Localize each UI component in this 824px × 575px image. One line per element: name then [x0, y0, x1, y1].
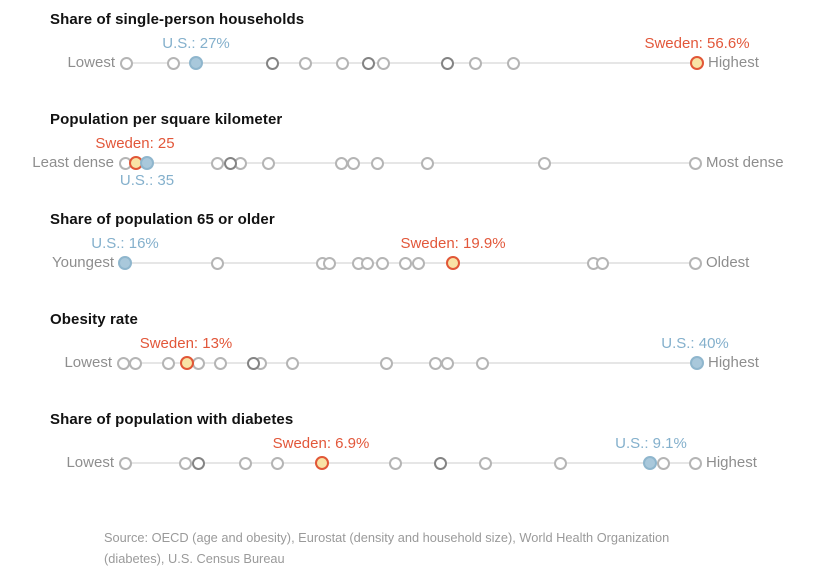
dot-country	[322, 256, 336, 270]
dot-country	[379, 356, 393, 370]
dot-sweden	[690, 56, 704, 70]
dot-country	[420, 156, 434, 170]
dot-country	[361, 56, 375, 70]
dot-country	[440, 356, 454, 370]
scale-label-right-0: Highest	[708, 54, 759, 71]
dot-country	[478, 456, 492, 470]
row-title-1: Population per square kilometer	[50, 111, 283, 128]
scale-label-left-2: Youngest	[51, 254, 114, 271]
dot-country	[161, 356, 175, 370]
dot-sweden	[315, 456, 329, 470]
scale-label-right-2: Oldest	[706, 254, 750, 271]
dot-sweden	[180, 356, 194, 370]
dot-us	[140, 156, 154, 170]
dot-country	[688, 156, 702, 170]
scale-label-right-1: Most dense	[706, 154, 784, 171]
dot-country	[468, 56, 482, 70]
dot-country	[213, 356, 227, 370]
dot-country	[210, 256, 224, 270]
track-line-0	[126, 62, 697, 64]
dot-country	[116, 356, 130, 370]
dot-country	[261, 156, 275, 170]
dot-country	[388, 456, 402, 470]
dot-country	[128, 356, 142, 370]
us-value-label: U.S.: 35	[119, 172, 175, 189]
scale-label-left-1: Least dense	[32, 154, 114, 171]
track-line-4	[125, 462, 695, 464]
dot-country	[688, 456, 702, 470]
dot-country	[506, 56, 520, 70]
dot-country	[688, 256, 702, 270]
dot-country	[334, 156, 348, 170]
source-line-1: Source: OECD (age and obesity), Eurostat…	[104, 530, 670, 545]
dot-country	[595, 256, 609, 270]
dot-country	[265, 56, 279, 70]
dot-country	[360, 256, 374, 270]
us-value-label: U.S.: 16%	[91, 235, 159, 252]
dot-country	[376, 56, 390, 70]
sweden-value-label: Sweden: 6.9%	[272, 435, 370, 452]
dot-country	[246, 356, 260, 370]
us-value-label: U.S.: 27%	[162, 35, 230, 52]
dot-country	[119, 56, 133, 70]
dot-country	[553, 456, 567, 470]
source-note: Source: OECD (age and obesity), Eurostat…	[104, 528, 669, 569]
dot-country	[335, 56, 349, 70]
sweden-value-label: Sweden: 19.9%	[400, 235, 506, 252]
sweden-value-label: Sweden: 56.6%	[644, 35, 750, 52]
dot-us	[643, 456, 657, 470]
dot-country	[398, 256, 412, 270]
dot-country	[298, 56, 312, 70]
dot-country	[285, 356, 299, 370]
dot-country	[238, 456, 252, 470]
row-title-4: Share of population with diabetes	[50, 411, 294, 428]
sweden-value-label: Sweden: 13%	[139, 335, 233, 352]
dot-country	[370, 156, 384, 170]
us-value-label: U.S.: 9.1%	[615, 435, 687, 452]
us-value-label: U.S.: 40%	[661, 335, 729, 352]
dot-sweden	[446, 256, 460, 270]
scale-label-left-3: Lowest	[64, 354, 112, 371]
row-title-2: Share of population 65 or older	[50, 211, 275, 228]
dot-country	[656, 456, 670, 470]
dot-country	[411, 256, 425, 270]
dot-country	[428, 356, 442, 370]
dot-country	[223, 156, 237, 170]
dot-country	[178, 456, 192, 470]
row-title-3: Obesity rate	[50, 311, 138, 328]
scale-label-left-4: Lowest	[66, 454, 114, 471]
dot-us	[118, 256, 132, 270]
dot-country	[537, 156, 551, 170]
dot-country	[475, 356, 489, 370]
dot-country	[166, 56, 180, 70]
source-line-2: (diabetes), U.S. Census Bureau	[104, 550, 285, 566]
track-line-3	[123, 362, 697, 364]
dot-country	[375, 256, 389, 270]
dot-us	[690, 356, 704, 370]
dot-country	[210, 156, 224, 170]
scale-label-left-0: Lowest	[67, 54, 115, 71]
dot-country	[270, 456, 284, 470]
row-title-0: Share of single-person households	[50, 11, 305, 28]
track-line-1	[125, 162, 695, 164]
dot-us	[189, 56, 203, 70]
dot-country	[433, 456, 447, 470]
dot-country	[346, 156, 360, 170]
scale-label-right-3: Highest	[708, 354, 759, 371]
dot-country	[191, 456, 205, 470]
dot-country	[118, 456, 132, 470]
dot-country	[440, 56, 454, 70]
scale-label-right-4: Highest	[706, 454, 757, 471]
sweden-value-label: Sweden: 25	[95, 135, 175, 152]
